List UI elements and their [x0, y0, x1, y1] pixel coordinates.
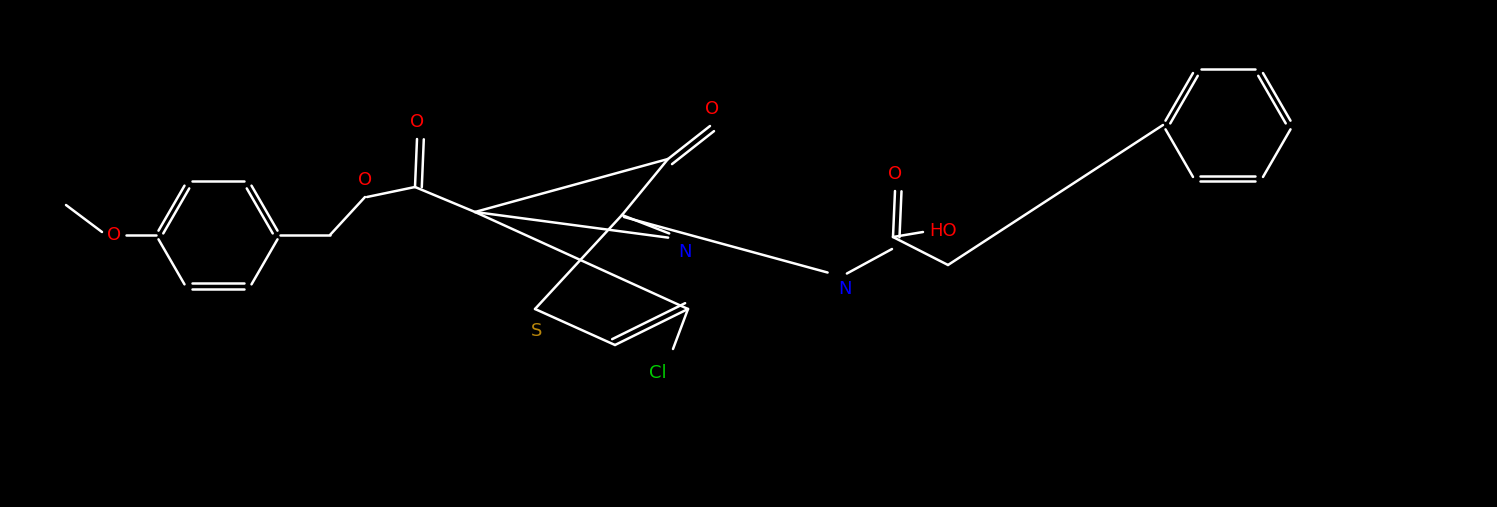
Text: N: N: [838, 280, 852, 298]
Text: HO: HO: [930, 222, 957, 240]
Text: Cl: Cl: [650, 364, 666, 382]
Text: O: O: [358, 171, 373, 189]
Text: O: O: [410, 113, 424, 131]
Text: N: N: [678, 243, 692, 261]
Text: O: O: [106, 226, 121, 244]
Text: S: S: [531, 322, 543, 340]
Text: O: O: [888, 165, 903, 183]
Text: O: O: [705, 100, 719, 118]
